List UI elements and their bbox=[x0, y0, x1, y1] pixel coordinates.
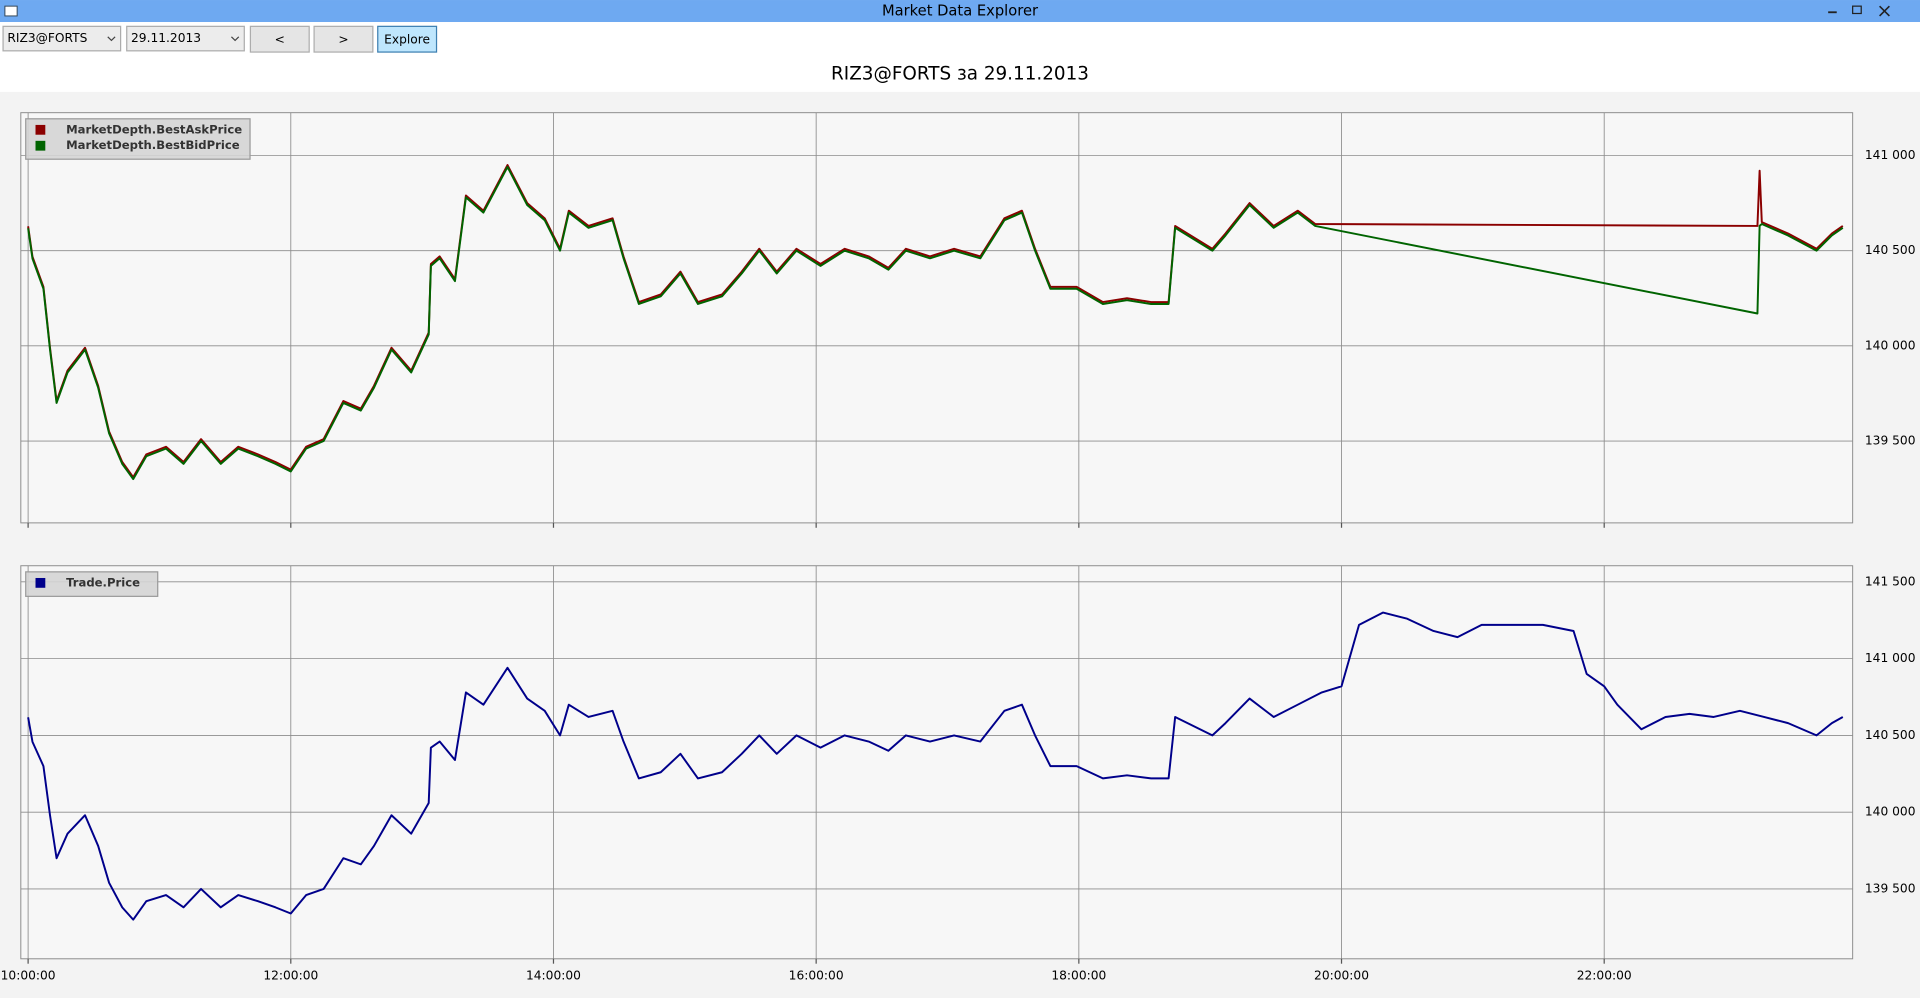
explore-button[interactable] bbox=[377, 25, 438, 53]
x-tick-label: 16:00:00 bbox=[789, 968, 844, 982]
symbol-combo[interactable] bbox=[2, 25, 122, 52]
prev-label: < bbox=[275, 32, 285, 46]
series-line bbox=[27, 611, 1844, 921]
combo-arrow bbox=[230, 36, 240, 42]
title-bar bbox=[0, 0, 1920, 23]
app-icon bbox=[4, 5, 18, 17]
explore-label: Explore bbox=[384, 32, 430, 46]
y-tick-label: 139 500 bbox=[1865, 881, 1916, 895]
next-label: > bbox=[338, 32, 348, 46]
y-tick-label: 140 500 bbox=[1865, 243, 1916, 257]
prev-button[interactable] bbox=[249, 25, 310, 53]
y-tick-label: 141 000 bbox=[1865, 651, 1916, 665]
date-combo[interactable] bbox=[126, 25, 245, 52]
next-button[interactable] bbox=[313, 25, 374, 53]
plot-area bbox=[20, 565, 1854, 960]
legend-label: MarketDepth.BestAskPrice bbox=[66, 122, 242, 136]
date-value: 29.11.2013 bbox=[131, 31, 201, 45]
y-tick-label: 141 500 bbox=[1865, 574, 1916, 588]
y-tick-label: 139 500 bbox=[1865, 434, 1916, 448]
symbol-value: RIZ3@FORTS bbox=[7, 31, 87, 45]
x-tick-label: 18:00:00 bbox=[1051, 968, 1106, 982]
legend-label: MarketDepth.BestBidPrice bbox=[66, 138, 240, 152]
chart-header: RIZ3@FORTS за 29.11.2013 bbox=[831, 64, 1089, 85]
x-tick-label: 10:00:00 bbox=[1, 968, 56, 982]
legend-swatch bbox=[35, 124, 46, 135]
restore-button[interactable] bbox=[1852, 5, 1862, 15]
x-tick-label: 14:00:00 bbox=[526, 968, 581, 982]
y-tick-label: 140 000 bbox=[1865, 338, 1916, 352]
plot-area bbox=[20, 112, 1854, 524]
y-tick-label: 141 000 bbox=[1865, 148, 1916, 162]
window-title: Market Data Explorer bbox=[882, 3, 1039, 20]
series-line bbox=[27, 165, 1844, 481]
legend bbox=[25, 118, 251, 160]
close-button[interactable] bbox=[1879, 5, 1890, 17]
y-tick-label: 140 500 bbox=[1865, 728, 1916, 742]
legend bbox=[25, 571, 159, 597]
x-tick-label: 20:00:00 bbox=[1314, 968, 1369, 982]
x-tick-label: 22:00:00 bbox=[1577, 968, 1632, 982]
y-tick-label: 140 000 bbox=[1865, 805, 1916, 819]
legend-swatch bbox=[35, 577, 46, 588]
x-tick-label: 12:00:00 bbox=[263, 968, 318, 982]
legend-label: Trade.Price bbox=[66, 575, 140, 589]
legend-swatch bbox=[35, 140, 46, 151]
combo-arrow bbox=[107, 36, 116, 42]
